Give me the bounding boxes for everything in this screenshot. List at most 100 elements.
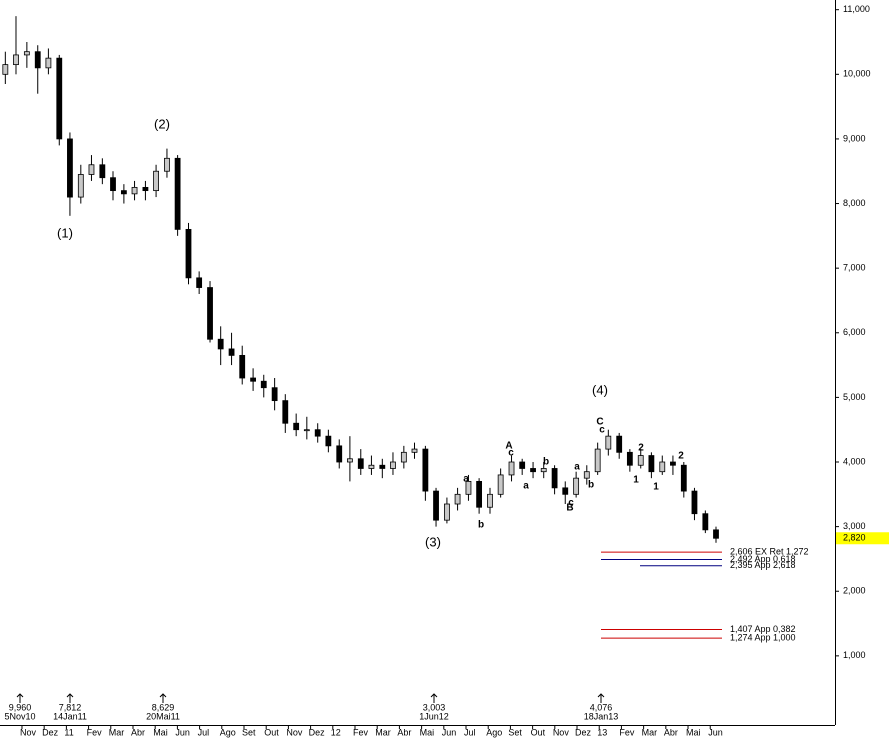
wave-label: (3) bbox=[425, 534, 441, 549]
x-tick-label: 13 bbox=[597, 727, 607, 737]
candle-body bbox=[303, 429, 310, 432]
x-tick-label: Dez bbox=[309, 727, 326, 737]
candle-body bbox=[282, 400, 289, 424]
wave-label: 1 bbox=[653, 482, 659, 493]
wave-label: b bbox=[478, 520, 484, 531]
candle-body bbox=[164, 157, 170, 172]
x-tick-label: Mar bbox=[642, 727, 658, 737]
candle-body bbox=[346, 458, 353, 463]
candle-body bbox=[67, 138, 73, 198]
wave-label: (2) bbox=[154, 116, 170, 131]
candle-body bbox=[142, 186, 149, 192]
wave-label: a bbox=[463, 474, 469, 485]
x-tick-label: Jul bbox=[464, 727, 476, 737]
candle-body bbox=[637, 455, 644, 466]
wave-label: 2 bbox=[638, 443, 644, 454]
y-tick-label: 4,000 bbox=[843, 456, 866, 466]
candle-body bbox=[626, 451, 633, 466]
wave-label: c bbox=[599, 425, 605, 436]
candle-body bbox=[196, 277, 203, 288]
x-tick-label: Ago bbox=[486, 727, 502, 737]
candle-body bbox=[583, 471, 590, 479]
wave-label: A bbox=[505, 441, 512, 452]
x-tick-label: Out bbox=[531, 727, 546, 737]
candle-body bbox=[174, 157, 181, 230]
x-tick-label: Nov bbox=[553, 727, 570, 737]
x-tick-label: 12 bbox=[331, 727, 341, 737]
candle-body bbox=[131, 186, 138, 195]
candle-body bbox=[368, 464, 375, 469]
candle-body bbox=[314, 429, 321, 437]
y-tick-label: 1,000 bbox=[843, 650, 866, 660]
wave-label: (1) bbox=[57, 225, 73, 240]
candle-body bbox=[713, 529, 719, 539]
candle-body bbox=[325, 435, 332, 447]
candle-body bbox=[99, 164, 106, 179]
wave-label: b bbox=[543, 457, 549, 468]
candle-body bbox=[411, 448, 418, 453]
candle-body bbox=[680, 464, 687, 492]
y-tick-label: 6,000 bbox=[843, 327, 866, 337]
x-tick-label: Fev bbox=[619, 727, 635, 737]
wave-label: 1 bbox=[633, 475, 639, 486]
candle-body bbox=[487, 493, 493, 508]
candle-body bbox=[185, 228, 192, 279]
y-tick-label: 9,000 bbox=[843, 133, 866, 143]
candle-body bbox=[88, 164, 95, 175]
pivot-date: 20Mai11 bbox=[146, 711, 180, 721]
wave-label: a bbox=[523, 481, 529, 492]
level-label: 2,492 App 0,618 bbox=[730, 554, 796, 564]
candle-body bbox=[508, 461, 515, 476]
candle-body bbox=[551, 468, 558, 489]
pivot-arrow bbox=[16, 693, 24, 703]
x-tick-label: Fev bbox=[353, 727, 369, 737]
candle-body bbox=[336, 445, 343, 463]
candle-body bbox=[530, 468, 536, 473]
candle-body bbox=[648, 455, 655, 473]
candle-body bbox=[13, 54, 19, 66]
candle-body bbox=[357, 458, 364, 469]
pivot-value: 4,076 bbox=[590, 702, 613, 712]
candle-body bbox=[379, 464, 386, 469]
candle-body bbox=[465, 480, 472, 495]
candle-body bbox=[519, 461, 526, 469]
pivot-arrow bbox=[159, 693, 167, 703]
y-tick-label: 7,000 bbox=[843, 263, 866, 273]
wave-label: c bbox=[508, 448, 514, 459]
candle-body bbox=[390, 461, 396, 469]
wave-label: a bbox=[574, 462, 580, 473]
candle-body bbox=[110, 177, 116, 192]
candle-body bbox=[476, 480, 483, 508]
last-price-label: 2,820 bbox=[843, 533, 866, 543]
wave-label: (4) bbox=[592, 382, 608, 397]
last-price-box bbox=[836, 532, 889, 545]
candle-body bbox=[433, 490, 439, 521]
candle-body bbox=[594, 448, 601, 473]
level-label: 1,407 App 0,382 bbox=[730, 624, 796, 634]
candle-body bbox=[77, 174, 84, 198]
pivot-date: 5Nov10 bbox=[4, 711, 35, 721]
x-tick-label: Out bbox=[264, 727, 279, 737]
candle-body bbox=[454, 493, 461, 505]
candle-body bbox=[616, 435, 623, 453]
candle-body bbox=[659, 461, 666, 473]
x-tick-label: Dez bbox=[42, 727, 59, 737]
pivot-value: 9,960 bbox=[9, 702, 32, 712]
pivot-value: 3,003 bbox=[423, 702, 446, 712]
candle-body bbox=[207, 287, 213, 340]
x-tick-label: Mai bbox=[420, 727, 435, 737]
x-tick-label: Mai bbox=[153, 727, 168, 737]
pivot-value: 8,629 bbox=[152, 702, 175, 712]
x-tick-label: Mai bbox=[686, 727, 701, 737]
x-tick-label: Jun bbox=[442, 727, 457, 737]
candle-body bbox=[293, 422, 300, 431]
candle-body bbox=[120, 190, 127, 195]
x-tick-label: Jun bbox=[175, 727, 190, 737]
x-tick-label: Ago bbox=[220, 727, 236, 737]
wave-label: 2 bbox=[678, 451, 684, 462]
x-tick-label: Abr bbox=[664, 727, 678, 737]
x-tick-label: Abr bbox=[397, 727, 411, 737]
